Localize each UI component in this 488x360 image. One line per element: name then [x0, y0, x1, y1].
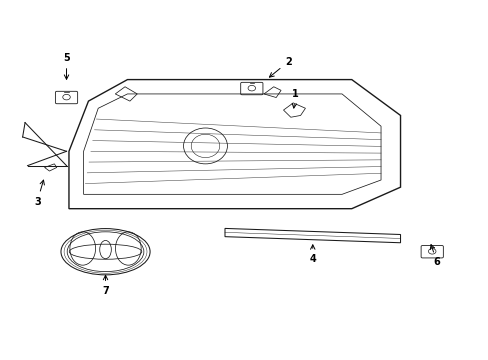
Text: 7: 7	[102, 275, 109, 296]
Text: 4: 4	[309, 245, 316, 264]
Text: 5: 5	[63, 53, 70, 79]
Text: 2: 2	[269, 57, 291, 77]
Text: 1: 1	[292, 89, 299, 108]
Text: 3: 3	[34, 180, 44, 207]
Text: 6: 6	[429, 245, 440, 267]
